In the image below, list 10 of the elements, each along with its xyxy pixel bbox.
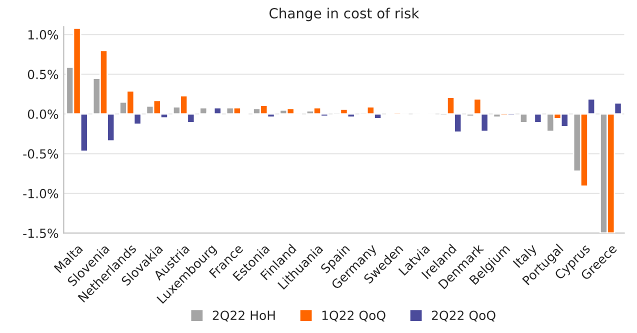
legend-label: 2Q22 HoH <box>212 310 275 322</box>
y-tick-label: 1.0% <box>28 30 58 40</box>
y-tick-label: 0.5% <box>28 70 58 80</box>
legend-label: 1Q22 QoQ <box>322 310 386 322</box>
chart-title: Change in cost of risk <box>269 8 420 22</box>
y-tick-label: -1.5% <box>23 228 58 238</box>
y-tick-label: -0.5% <box>23 149 58 159</box>
legend-label: 2Q22 QoQ <box>432 310 496 322</box>
y-tick-label: -1.0% <box>23 188 58 198</box>
y-tick-label: 0.0% <box>28 109 58 119</box>
